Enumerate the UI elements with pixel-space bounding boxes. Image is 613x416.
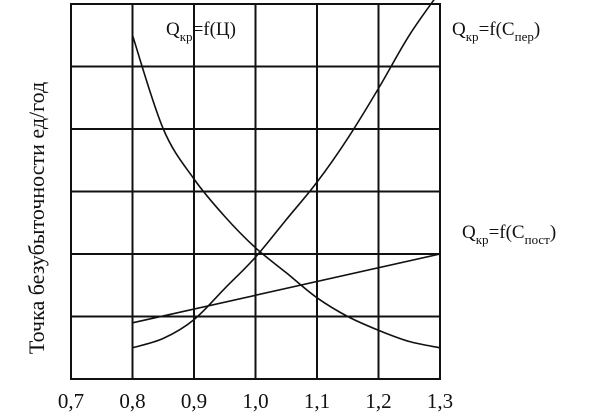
series-label-variable-rest: =f(С <box>479 19 515 40</box>
series-label-fixed-end: ) <box>550 222 556 243</box>
series-label-variable-costs: Qкр=f(Спер) <box>452 19 540 44</box>
series-label-price-rest: =f(Ц) <box>193 19 236 40</box>
series-line-price <box>131 35 441 349</box>
series-label-price-main: Q <box>166 19 180 40</box>
series-lines <box>131 0 441 349</box>
series-line-fixed-costs <box>132 253 441 324</box>
plot-area-border <box>70 3 441 380</box>
series-label-fixed-sub2: пост <box>525 232 551 247</box>
series-label-fixed-sub: кр <box>476 232 489 247</box>
grid <box>71 4 440 379</box>
x-tick-label: 0,8 <box>119 389 145 413</box>
x-tick-label: 1,2 <box>365 389 391 413</box>
series-label-price-sub: кр <box>180 29 193 44</box>
x-tick-label: 0,9 <box>181 389 207 413</box>
x-tick-label: 1,0 <box>242 389 268 413</box>
series-label-price: Qкр=f(Ц) <box>166 19 236 44</box>
y-axis-label: Точка безубыточности ед/год <box>24 82 49 354</box>
x-tick-label: 0,7 <box>58 389 84 413</box>
x-tick-label: 1,1 <box>304 389 330 413</box>
x-tick-label: 1,3 <box>427 389 453 413</box>
series-label-variable-main: Q <box>452 19 466 40</box>
x-tick-labels: 0,7 0,8 0,9 1,0 1,1 1,2 1,3 <box>58 389 453 413</box>
series-line-variable-costs <box>132 0 435 349</box>
series-label-variable-end: ) <box>534 19 540 40</box>
series-label-fixed-costs: Qкр=f(Спост) <box>462 222 556 247</box>
series-label-variable-sub: кр <box>466 29 479 44</box>
series-label-variable-sub2: пер <box>515 29 534 44</box>
series-label-fixed-rest: =f(С <box>489 222 525 243</box>
series-label-fixed-main: Q <box>462 222 476 243</box>
